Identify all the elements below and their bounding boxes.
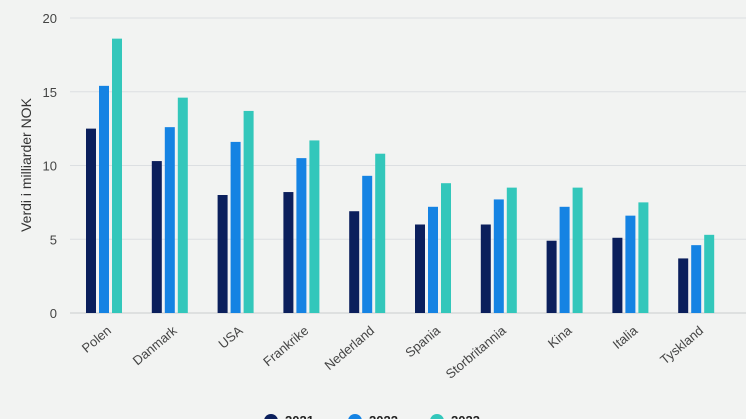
bar-2023[interactable] (243, 110, 254, 313)
bar-2023[interactable] (112, 38, 122, 314)
bar-2021[interactable] (349, 211, 360, 313)
bar-2023[interactable] (177, 97, 188, 314)
bar-2022[interactable] (362, 175, 373, 313)
bar-2023[interactable] (638, 202, 649, 313)
bar-2021[interactable] (283, 192, 294, 313)
legend-label: 2022 (369, 413, 398, 419)
y-tick-label: 0 (50, 306, 57, 321)
bars (86, 38, 715, 314)
x-tick-label: Spania (402, 322, 443, 360)
bar-2023[interactable] (375, 153, 386, 313)
bar-2022[interactable] (164, 127, 175, 314)
bar-2021[interactable] (612, 237, 623, 313)
bar-2023[interactable] (309, 140, 320, 313)
x-tick-label: Polen (79, 323, 114, 356)
bar-2021[interactable] (480, 224, 491, 314)
bar-2021[interactable] (415, 224, 425, 314)
bar-2022[interactable] (559, 206, 570, 313)
x-tick-label: Frankrike (260, 323, 311, 369)
y-tick-label: 10 (43, 159, 57, 174)
legend: 2021 2022 2023 (264, 413, 480, 419)
y-axis-label: Verdi i milliarder NOK (18, 97, 34, 231)
y-tick-label: 15 (43, 85, 57, 100)
legend-marker-2023 (430, 414, 444, 419)
bar-2021[interactable] (217, 195, 228, 313)
bar-2022[interactable] (691, 245, 702, 313)
bar-2022[interactable] (428, 206, 438, 313)
bar-2021[interactable] (678, 258, 689, 313)
legend-label: 2023 (451, 413, 480, 419)
y-tick-label: 5 (50, 232, 57, 247)
x-tick-label: Storbritannia (443, 322, 510, 381)
x-tick-label: Nederland (322, 323, 378, 373)
bar-2023[interactable] (506, 187, 517, 313)
x-tick-label: Tyskland (657, 323, 706, 367)
x-tick-label: Danmark (130, 322, 180, 368)
legend-marker-2021 (264, 414, 278, 419)
x-tick-label: Italia (610, 322, 641, 352)
bar-2023[interactable] (704, 234, 715, 313)
bar-2022[interactable] (99, 85, 109, 313)
bar-2023[interactable] (441, 183, 451, 313)
x-tick-label: Kina (545, 322, 575, 351)
x-tick-label: USA (215, 323, 245, 352)
bar-2022[interactable] (493, 199, 504, 313)
bar-2022[interactable] (625, 215, 636, 313)
x-axis: Polen Danmark USA Frankrike Nederland Spania S… (79, 322, 706, 381)
bar-2021[interactable] (151, 161, 162, 313)
bar-2023[interactable] (572, 187, 583, 313)
y-axis: 0 5 10 15 20 (43, 11, 57, 321)
legend-marker-2022 (348, 414, 362, 419)
y-tick-label: 20 (43, 11, 57, 26)
bar-2021[interactable] (546, 240, 557, 313)
bar-2022[interactable] (230, 141, 241, 313)
legend-label: 2021 (285, 413, 314, 419)
bar-2022[interactable] (296, 158, 307, 313)
bar-2021[interactable] (86, 128, 96, 313)
